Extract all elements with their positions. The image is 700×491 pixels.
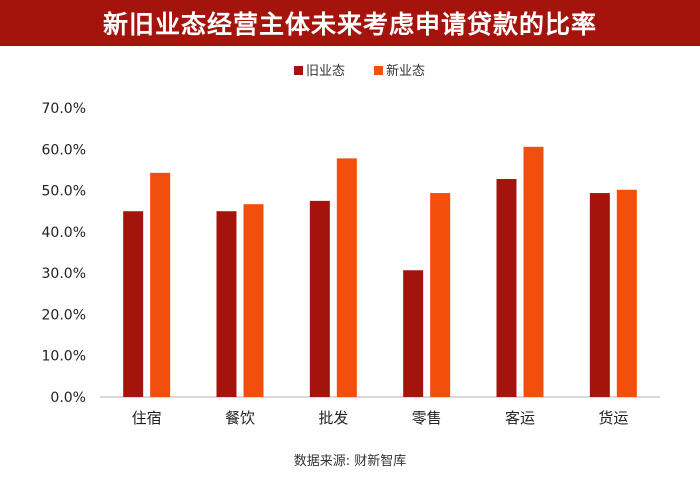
y-tick-label: 60.0%: [42, 142, 86, 158]
bar: [403, 270, 424, 397]
bar: [243, 204, 264, 397]
x-tick-label: 零售: [412, 409, 442, 427]
bar: [496, 179, 517, 397]
x-tick-label: 批发: [318, 409, 348, 427]
bar: [309, 200, 330, 397]
bar-chart: 旧业态 新业态 0.0% 10.0% 20.0% 30.0% 40.0% 50.0% 60.0%…: [42, 63, 660, 427]
y-tick-label: 30.0%: [42, 266, 86, 282]
y-tick-label: 50.0%: [42, 184, 86, 200]
bar: [589, 193, 610, 397]
chart-title: 新旧业态经营主体未来考虑申请贷款的比率: [0, 0, 700, 46]
bar: [523, 146, 544, 397]
bar: [430, 193, 451, 397]
bar: [216, 211, 237, 397]
bar: [123, 211, 144, 397]
x-tick-label: 餐饮: [225, 409, 255, 427]
x-tick-label: 住宿: [132, 409, 162, 427]
x-tick-label: 客运: [505, 409, 535, 427]
bar: [336, 158, 357, 397]
y-tick-label: 20.0%: [42, 307, 86, 323]
y-tick-label: 40.0%: [42, 225, 86, 241]
x-tick-label: 货运: [598, 409, 628, 427]
bar: [150, 172, 171, 397]
y-tick-label: 0.0%: [50, 390, 86, 406]
legend-swatch: [374, 66, 383, 75]
legend-label: 旧业态: [306, 64, 345, 79]
y-tick-label: 70.0%: [42, 101, 86, 117]
data-source-note: 数据来源: 财新智库: [293, 454, 407, 469]
bar: [616, 189, 637, 397]
legend-swatch: [294, 66, 303, 75]
legend-label: 新业态: [386, 63, 425, 79]
y-tick-label: 10.0%: [42, 349, 86, 365]
